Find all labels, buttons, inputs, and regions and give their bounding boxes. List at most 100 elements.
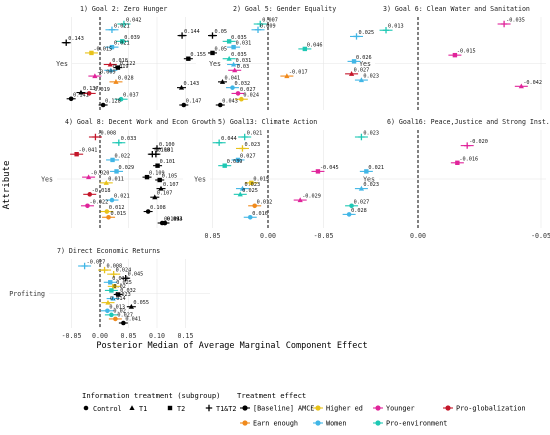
- data-point: [121, 320, 126, 326]
- data-point: [178, 84, 185, 90]
- data-label: 0.021: [368, 165, 384, 171]
- data-point: [149, 151, 156, 158]
- data-label: 0.031: [236, 41, 252, 47]
- data-point: [110, 270, 117, 278]
- data-point: [108, 280, 113, 285]
- data-point: [157, 177, 162, 183]
- data-label: 0.037: [123, 93, 139, 99]
- data-label: 0.107: [163, 182, 179, 188]
- data-label: 0.144: [184, 29, 200, 35]
- data-point: [118, 96, 124, 102]
- data-label: -0.020: [91, 171, 110, 177]
- facet-panel: 1) Goal 2: Zero HungerYes0.0420.0210.144…: [56, 5, 206, 110]
- data-label: 0.027: [240, 153, 256, 159]
- panel-y-label: Yes: [56, 60, 68, 68]
- data-label: 0.039: [124, 35, 140, 41]
- legend-item-label: Higher ed: [326, 405, 363, 413]
- data-label: 0.055: [133, 300, 149, 306]
- data-point: [105, 299, 111, 305]
- data-point: [155, 163, 160, 168]
- data-label: 0.044: [221, 136, 237, 142]
- legend-item-label: Earn enough: [253, 420, 298, 428]
- x-tick-label: -0.05: [62, 332, 82, 340]
- data-label: -0.027: [87, 260, 106, 266]
- data-label: 0.155: [190, 52, 206, 58]
- data-point: [120, 20, 128, 28]
- data-label: 0.008: [107, 264, 123, 270]
- data-label: 0.039: [227, 159, 243, 165]
- legend-item-label: [Baseline] AMCE: [253, 405, 314, 413]
- data-label: 0.093: [167, 217, 183, 223]
- data-label: 0.027: [354, 67, 370, 73]
- panel-title: 3) Goal 6: Clean Water and Sanitation: [383, 5, 530, 13]
- panel-y-label: Yes: [41, 176, 53, 184]
- data-point: [116, 292, 121, 297]
- data-label: 0.023: [244, 182, 260, 188]
- panel-title: 5) Goal13: Climate Action: [218, 118, 317, 126]
- data-label: 0.108: [154, 148, 170, 154]
- data-point: [86, 91, 92, 96]
- data-label: 0.019: [113, 64, 129, 70]
- data-label: 0.147: [186, 99, 202, 105]
- data-label: 0.122: [120, 61, 136, 67]
- data-point: [128, 303, 134, 309]
- data-label: 0.101: [160, 159, 176, 165]
- data-label: 0.028: [351, 208, 367, 214]
- data-label: 0.105: [162, 174, 178, 180]
- data-label: 0.013: [109, 304, 125, 310]
- data-point: [219, 79, 226, 84]
- data-label: -0.022: [89, 199, 108, 205]
- x-tick-label: 0.00: [260, 232, 276, 240]
- legend-key-dot: [242, 420, 248, 426]
- data-point: [159, 220, 165, 226]
- data-point: [113, 79, 119, 84]
- data-label: 0.025: [359, 30, 375, 36]
- data-point: [358, 77, 365, 83]
- data-label: 0.009: [260, 23, 276, 29]
- data-point: [239, 185, 246, 191]
- panel-y-label: Yes: [363, 176, 375, 184]
- data-point: [153, 145, 161, 152]
- data-point: [222, 163, 227, 168]
- data-label: 0.016: [252, 211, 268, 217]
- data-label: -0.015: [93, 46, 112, 52]
- data-label: 0.023: [363, 182, 379, 188]
- data-label: -0.015: [457, 49, 476, 55]
- data-label: 0.012: [109, 205, 125, 211]
- legend: Information treatment (subgroup) Control T…: [82, 391, 526, 428]
- legend-key-dot: [315, 405, 321, 411]
- x-tick-label: 0.00: [92, 332, 108, 340]
- shape-legend-title: Information treatment (subgroup): [82, 391, 220, 400]
- x-tick-label: -0.05: [531, 232, 550, 240]
- data-label: 0.025: [116, 280, 132, 286]
- data-point: [152, 194, 158, 200]
- data-label: 0.026: [356, 55, 372, 61]
- x-tick-label: 0.05: [205, 232, 221, 240]
- data-point: [232, 67, 238, 73]
- data-point: [68, 96, 74, 102]
- data-point: [464, 142, 471, 149]
- data-point: [215, 139, 223, 146]
- panel-y-label: Yes: [209, 60, 221, 68]
- data-point: [254, 26, 262, 33]
- data-point: [297, 197, 303, 203]
- data-label: 0.141: [73, 92, 89, 98]
- data-label: 0.027: [240, 87, 256, 93]
- data-point: [257, 20, 264, 28]
- data-label: 0.041: [125, 317, 141, 323]
- data-point: [109, 44, 115, 50]
- data-label: 0.046: [307, 42, 323, 48]
- data-point: [241, 133, 248, 141]
- data-point: [158, 185, 164, 191]
- data-point: [239, 145, 246, 152]
- legend-key-dot: [242, 405, 248, 411]
- data-label: 0.02: [113, 284, 126, 290]
- data-label: 0.022: [115, 153, 131, 159]
- data-label: 0.023: [363, 131, 379, 137]
- data-point: [231, 44, 236, 50]
- x-tick-label: 0.15: [178, 332, 194, 340]
- data-label: 0.100: [159, 142, 175, 148]
- data-label: 0.107: [157, 191, 173, 197]
- legend-item-label: T1: [139, 405, 147, 413]
